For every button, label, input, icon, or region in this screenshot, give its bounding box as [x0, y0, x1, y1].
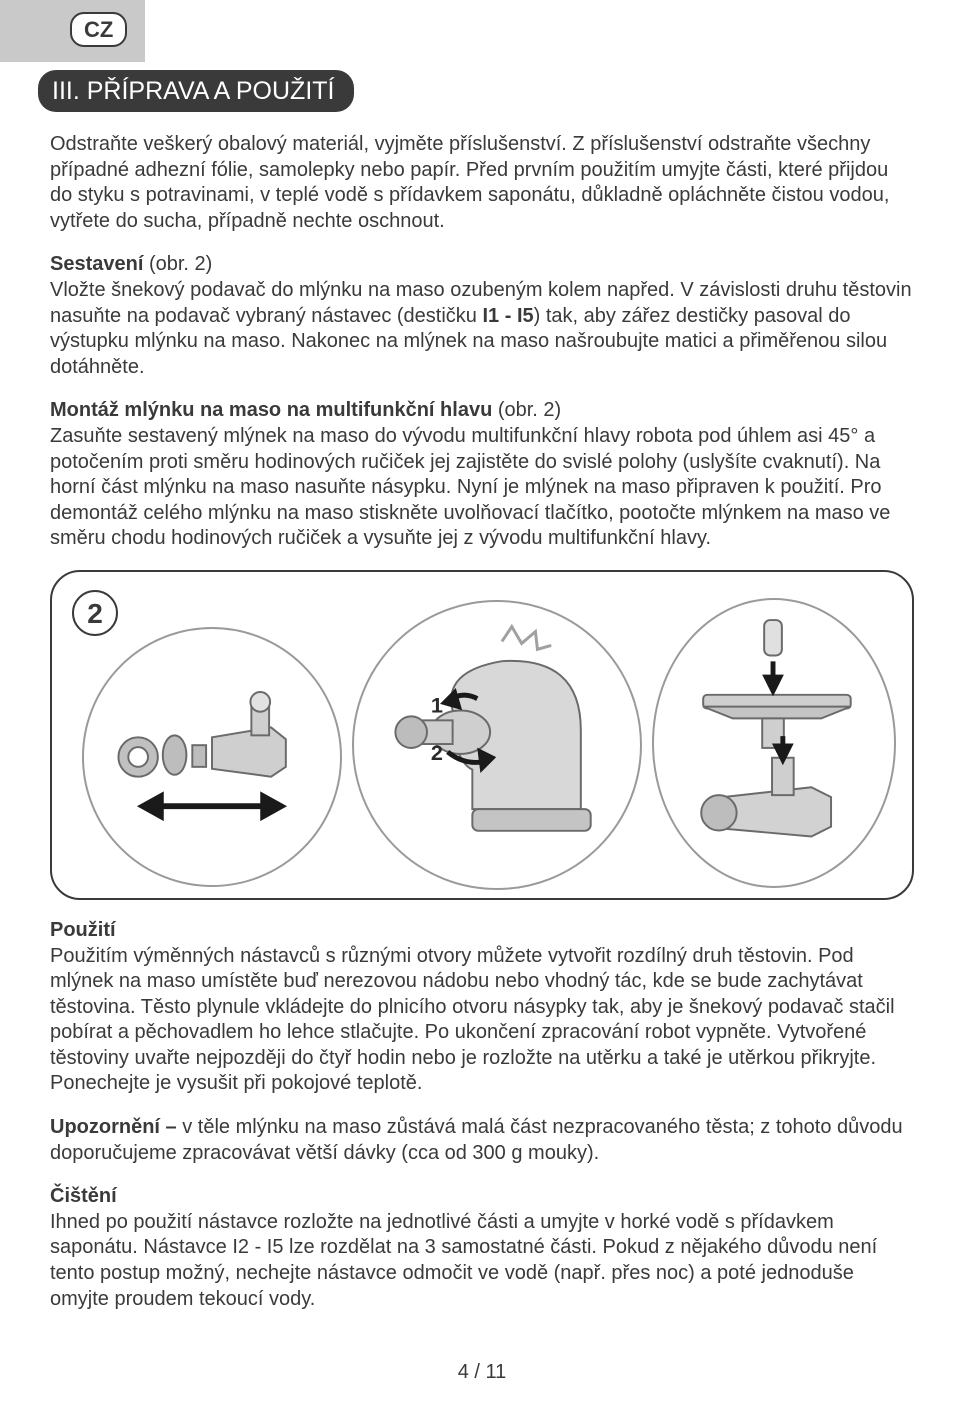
assembly-paragraph: Sestavení (obr. 2) Vložte šnekový podava… — [50, 252, 914, 380]
assembly-ref: (obr. 2) — [149, 253, 212, 275]
mounting-ref: (obr. 2) — [498, 399, 561, 421]
usage-paragraph: Použití Použitím výměnných nástavců s rů… — [50, 918, 914, 1097]
section-heading: III. PŘÍPRAVA A POUŽITÍ — [38, 70, 354, 112]
cleaning-heading: Čištění — [50, 1185, 117, 1207]
grinder-parts-icon — [84, 629, 340, 885]
cleaning-paragraph: Čištění Ihned po použití nástavce rozlož… — [50, 1184, 914, 1312]
language-badge: CZ — [70, 12, 127, 47]
figure-step-mount: 1 2 — [352, 600, 642, 890]
usage-heading: Použití — [50, 919, 116, 941]
mounting-paragraph: Montáž mlýnku na maso na multifunkční hl… — [50, 398, 914, 552]
intro-paragraph: Odstraňte veškerý obalový materiál, vyjm… — [50, 132, 914, 234]
page-number: 4 / 11 — [50, 1360, 914, 1394]
page-content: III. PŘÍPRAVA A POUŽITÍ Odstraňte vešker… — [0, 0, 960, 1394]
assembly-heading: Sestavení — [50, 253, 149, 275]
cleaning-text: Ihned po použití nástavce rozložte na je… — [50, 1211, 877, 1310]
hopper-icon — [654, 600, 894, 886]
step-label-1: 1 — [431, 692, 443, 717]
mixer-mount-icon: 1 2 — [354, 602, 640, 888]
warning-paragraph: Upozornění – v těle mlýnku na maso zůstá… — [50, 1115, 914, 1166]
figure-step-assembly — [82, 627, 342, 887]
mounting-heading: Montáž mlýnku na maso na multifunkční hl… — [50, 399, 498, 421]
figure-step-hopper — [652, 598, 896, 888]
mounting-text: Zasuňte sestavený mlýnek na maso do vývo… — [50, 425, 890, 549]
assembly-range: I1 - I5 — [482, 305, 533, 327]
instruction-figure: 2 — [50, 570, 914, 900]
warning-heading: Upozornění – — [50, 1116, 182, 1138]
usage-text: Použitím výměnných nástavců s různými ot… — [50, 945, 895, 1095]
step-label-2: 2 — [431, 740, 443, 765]
